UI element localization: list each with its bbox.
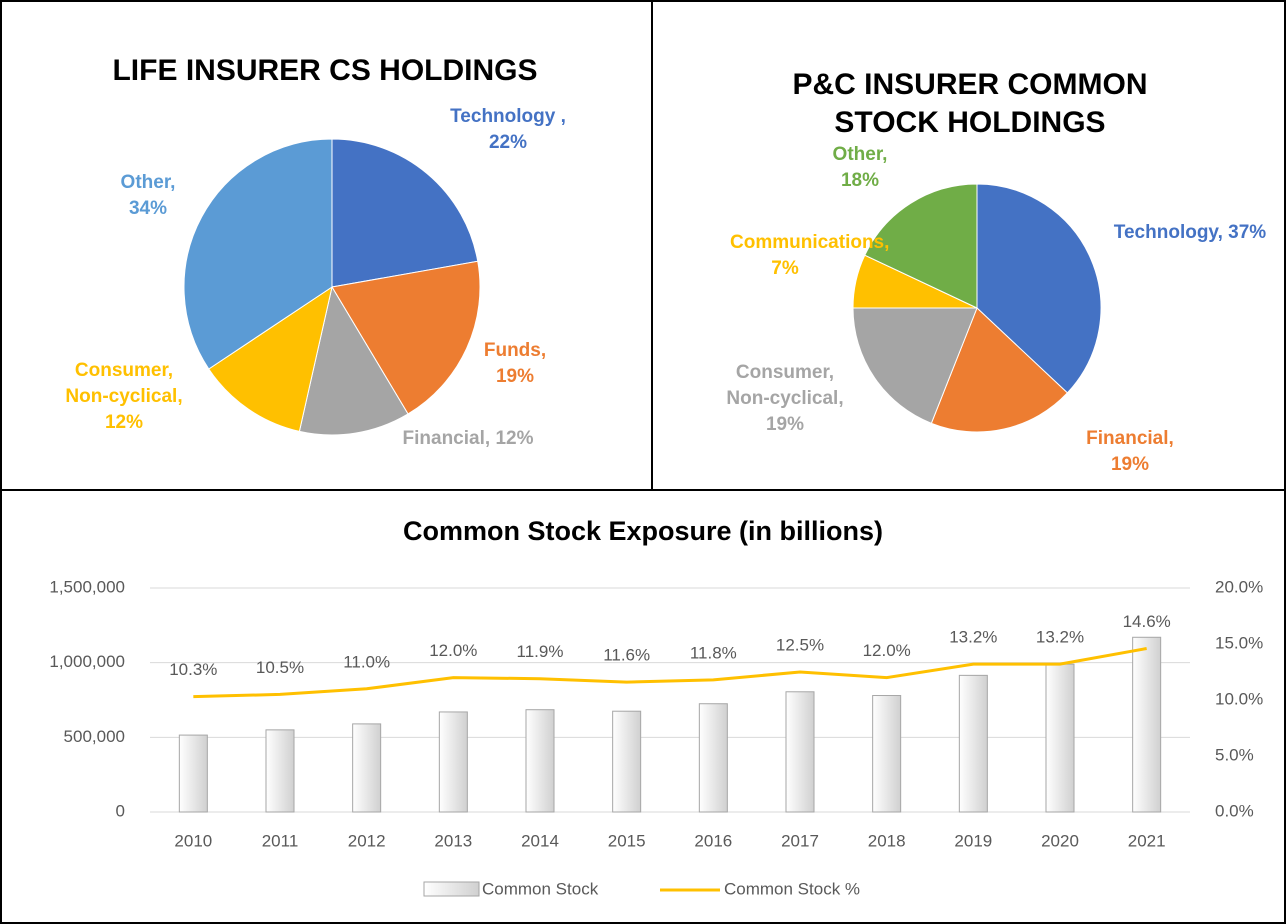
bar xyxy=(958,674,988,813)
label-value: 19% xyxy=(1110,454,1150,475)
label-value: 12% xyxy=(495,428,534,449)
label-category: Other, xyxy=(120,172,176,193)
y-tick-label: 0 xyxy=(116,801,125,820)
pie-slice xyxy=(976,183,1102,394)
x-tick-label: 2017 xyxy=(781,831,819,850)
x-tick-label: 2018 xyxy=(868,831,906,850)
x-tick-label: 2019 xyxy=(954,831,992,850)
label-category: Communications, xyxy=(730,232,890,253)
x-tick-label: 2020 xyxy=(1041,831,1079,850)
panel-border xyxy=(0,489,1286,924)
chart-title: LIFE INSURER CS HOLDINGS xyxy=(112,54,538,87)
pie-slice xyxy=(331,138,479,288)
bar xyxy=(1132,636,1162,813)
x-tick-label: 2011 xyxy=(262,831,299,850)
data-label: 12.5% xyxy=(776,635,824,654)
label-value: 19% xyxy=(765,414,805,435)
label-value: , 22% xyxy=(488,106,566,153)
label-value: 12% xyxy=(104,412,144,433)
data-label: 10.5% xyxy=(256,658,304,677)
pie-slice xyxy=(183,138,333,370)
data-label: 11.6% xyxy=(603,646,650,665)
bar xyxy=(785,691,815,813)
x-tick-label: 2021 xyxy=(1128,831,1166,850)
label-category: Consumer, Non-cyclical, xyxy=(726,362,844,409)
legend-label: Common Stock % xyxy=(724,879,860,898)
chart-title: P&C INSURER COMMON STOCK HOLDINGS xyxy=(792,68,1148,139)
data-label: Consumer, Non-cyclical, 19% xyxy=(725,360,845,438)
pie-slice xyxy=(298,285,409,436)
x-tick-label: 2016 xyxy=(694,831,732,850)
y2-tick-label: 0.0% xyxy=(1215,801,1254,820)
pie-slice xyxy=(852,307,978,424)
pie-slice xyxy=(864,183,978,309)
data-label: Technology , 22% xyxy=(433,104,583,156)
label-category: Financial, xyxy=(1086,428,1174,449)
label-category: Technology xyxy=(450,106,556,127)
label-category: Financial, xyxy=(402,428,491,449)
data-label: Funds, 19% xyxy=(465,338,565,390)
bar xyxy=(265,729,295,813)
label-category: Technology, xyxy=(1113,222,1223,243)
x-tick-label: 2010 xyxy=(174,831,212,850)
bar xyxy=(352,723,382,813)
label-value: 19% xyxy=(495,366,535,387)
y2-tick-label: 15.0% xyxy=(1215,633,1263,652)
x-tick-label: 2014 xyxy=(521,831,559,850)
data-label: 12.0% xyxy=(863,641,911,660)
data-label: Other, 18% xyxy=(815,142,905,194)
data-label: 14.6% xyxy=(1123,612,1171,631)
data-label: Consumer, Non-cyclical, 12% xyxy=(64,358,184,436)
bar xyxy=(1045,663,1075,813)
x-tick-label: 2013 xyxy=(434,831,472,850)
y2-tick-label: 5.0% xyxy=(1215,745,1254,764)
data-label: Other, 34% xyxy=(103,170,193,222)
legend-swatch xyxy=(423,881,480,897)
label-value: 37% xyxy=(1228,222,1267,243)
bar xyxy=(525,709,555,813)
label-value: 18% xyxy=(840,170,880,191)
bar xyxy=(698,703,728,813)
chart-title: Common Stock Exposure (in billions) xyxy=(403,516,883,546)
label-value: 34% xyxy=(128,198,168,219)
data-label: 13.2% xyxy=(949,628,997,647)
data-label: Financial, 12% xyxy=(398,426,538,452)
y2-tick-label: 20.0% xyxy=(1215,577,1263,596)
pie-slice xyxy=(930,307,1069,433)
label-category: Other, xyxy=(832,144,888,165)
data-label: 11.9% xyxy=(517,642,564,661)
label-category: Funds, xyxy=(483,340,547,361)
y2-tick-label: 10.0% xyxy=(1215,689,1263,708)
y-tick-label: 1,500,000 xyxy=(49,577,125,596)
data-label: 11.0% xyxy=(343,652,390,671)
bar xyxy=(438,711,468,813)
bar xyxy=(612,710,642,813)
data-label: 11.8% xyxy=(690,643,737,662)
pie-slice xyxy=(331,260,481,415)
data-label: 13.2% xyxy=(1036,628,1084,647)
x-tick-label: 2012 xyxy=(348,831,386,850)
bar xyxy=(178,734,208,813)
y-tick-label: 500,000 xyxy=(64,727,125,746)
label-value: 7% xyxy=(771,258,799,279)
bar xyxy=(872,695,902,813)
x-tick-label: 2015 xyxy=(608,831,646,850)
data-label: Financial, 19% xyxy=(1070,426,1190,478)
data-label: 10.3% xyxy=(169,660,217,679)
pie-slice xyxy=(208,285,333,432)
data-label: 12.0% xyxy=(429,641,477,660)
legend-label: Common Stock xyxy=(482,879,599,898)
y-tick-label: 1,000,000 xyxy=(49,652,125,671)
line-series xyxy=(193,647,1147,699)
data-label: Communications, 7% xyxy=(730,230,889,282)
data-label: Technology, 37% xyxy=(1105,220,1275,246)
label-category: Consumer, Non-cyclical, xyxy=(65,360,183,407)
